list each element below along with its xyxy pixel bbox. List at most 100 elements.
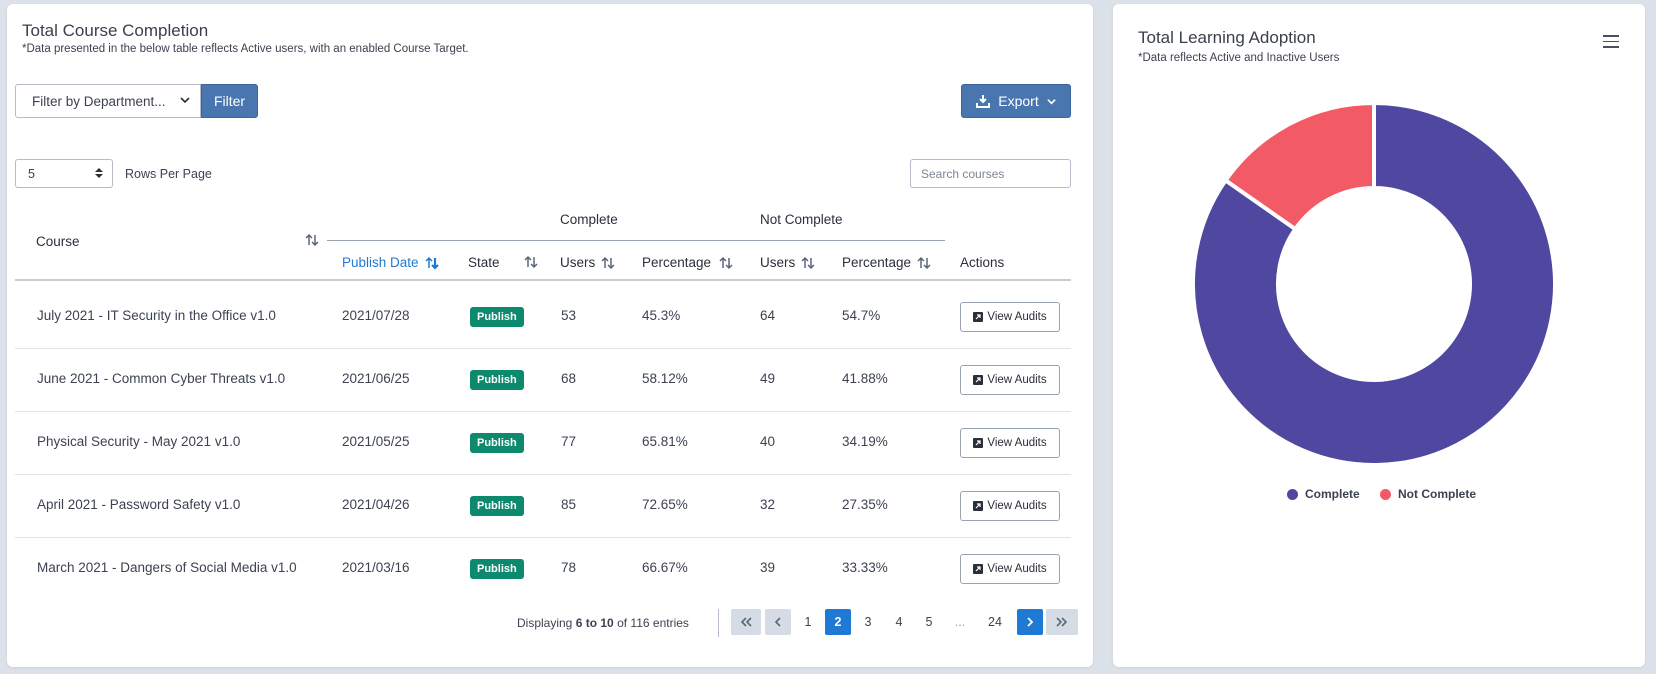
page-button[interactable]: 1 (804, 615, 812, 629)
row-publish-date: 2021/07/28 (342, 308, 410, 323)
sort-desc-icon (425, 256, 439, 270)
sort-icon (801, 256, 815, 269)
export-button[interactable]: Export (961, 84, 1071, 118)
view-audits-label: View Audits (987, 500, 1047, 512)
course-completion-subtitle: *Data presented in the below table refle… (22, 43, 469, 55)
row-complete-pct: 72.65% (642, 497, 688, 512)
status-badge: Publish (470, 307, 524, 327)
donut-slice-not-complete[interactable] (1222, 102, 1376, 232)
legend-dot-not-complete (1380, 488, 1391, 500)
col-state-header[interactable]: State (468, 255, 500, 270)
view-audits-button[interactable]: View Audits (960, 491, 1060, 521)
view-audits-label: View Audits (987, 374, 1047, 386)
col-state-label: State (468, 255, 500, 270)
row-not-complete-pct: 34.19% (842, 434, 888, 449)
prev-page-button[interactable] (765, 609, 791, 635)
row-not-complete-pct: 41.88% (842, 371, 888, 386)
complete-group-header: Complete (560, 212, 618, 227)
row-not-complete-users: 40 (760, 434, 776, 449)
learning-adoption-donut-chart (1192, 102, 1556, 466)
row-publish-date: 2021/05/25 (342, 434, 410, 449)
legend-dot-complete (1287, 488, 1298, 500)
col-publish-date-header[interactable]: Publish Date (342, 255, 439, 270)
sort-icon[interactable] (524, 255, 538, 269)
row-divider (15, 537, 1071, 538)
row-complete-users: 78 (561, 560, 577, 575)
col-course-header[interactable]: Course (36, 234, 80, 249)
export-label: Export (998, 93, 1039, 109)
col-not-complete-users-label: Users (760, 255, 796, 270)
learning-adoption-subtitle: *Data reflects Active and Inactive Users (1138, 52, 1340, 64)
col-complete-users-header[interactable]: Users (560, 255, 615, 270)
last-page-button[interactable] (1046, 609, 1078, 635)
sort-icon[interactable] (305, 233, 319, 247)
page-ellipsis: ... (954, 615, 966, 629)
status-badge: Publish (470, 433, 524, 453)
table-header-rule (15, 279, 1071, 281)
row-divider (15, 474, 1071, 475)
legend-label-complete: Complete (1305, 487, 1360, 501)
col-not-complete-pct-header[interactable]: Percentage (842, 255, 931, 270)
row-not-complete-users: 49 (760, 371, 776, 386)
next-page-button[interactable] (1017, 609, 1043, 635)
row-not-complete-pct: 54.7% (842, 308, 881, 323)
col-not-complete-users-header[interactable]: Users (760, 255, 815, 270)
row-complete-users: 53 (561, 308, 577, 323)
search-courses-input[interactable] (910, 159, 1071, 188)
course-completion-title: Total Course Completion (22, 21, 209, 40)
row-publish-date: 2021/04/26 (342, 497, 410, 512)
pagination-divider (718, 609, 719, 637)
legend-item-complete[interactable]: Complete (1287, 487, 1360, 501)
view-audits-label: View Audits (987, 437, 1047, 449)
rows-per-page-value: 5 (28, 166, 35, 181)
chevron-right-icon (1027, 617, 1034, 627)
row-complete-users: 85 (561, 497, 577, 512)
view-audits-label: View Audits (987, 311, 1047, 323)
view-audits-button[interactable]: View Audits (960, 365, 1060, 395)
row-course-name: July 2021 - IT Security in the Office v1… (37, 308, 276, 323)
col-complete-pct-label: Percentage (642, 255, 712, 270)
row-complete-pct: 66.67% (642, 560, 688, 575)
download-icon (976, 95, 991, 108)
row-not-complete-users: 32 (760, 497, 776, 512)
donut-slice-complete[interactable] (1192, 102, 1556, 466)
view-audits-button[interactable]: View Audits (960, 302, 1060, 332)
pagination-suffix: entries (652, 616, 689, 630)
page-button[interactable]: 3 (864, 615, 872, 629)
chevron-down-icon (1047, 98, 1056, 104)
menu-icon[interactable] (1603, 35, 1619, 52)
row-divider (15, 348, 1071, 349)
legend-label-not-complete: Not Complete (1398, 487, 1476, 501)
row-complete-pct: 58.12% (642, 371, 688, 386)
view-audits-label: View Audits (987, 563, 1047, 575)
row-complete-users: 68 (561, 371, 577, 386)
page-button-current[interactable]: 2 (825, 609, 851, 635)
legend-item-not-complete[interactable]: Not Complete (1380, 487, 1476, 501)
view-audits-button[interactable]: View Audits (960, 428, 1060, 458)
rows-per-page-label: Rows Per Page (125, 167, 212, 181)
external-link-icon (973, 312, 984, 322)
pagination-total: 116 (630, 616, 650, 630)
row-not-complete-pct: 27.35% (842, 497, 888, 512)
pagination-prefix: Displaying (517, 616, 573, 630)
page-button[interactable]: 24 (988, 615, 1002, 629)
status-badge: Publish (470, 559, 524, 579)
rows-per-page-select[interactable]: 5 (15, 159, 113, 188)
col-course-label: Course (36, 234, 80, 249)
col-publish-date-label: Publish Date (342, 255, 419, 270)
department-filter-select[interactable]: Filter by Department... (15, 84, 201, 118)
double-chevron-right-icon (1056, 617, 1068, 627)
row-course-name: April 2021 - Password Safety v1.0 (37, 497, 241, 512)
double-chevron-left-icon (740, 617, 752, 627)
department-filter-value: Filter by Department... (32, 93, 166, 109)
header-group-divider (327, 240, 945, 241)
row-course-name: Physical Security - May 2021 v1.0 (37, 434, 241, 449)
view-audits-button[interactable]: View Audits (960, 554, 1060, 584)
col-complete-pct-header[interactable]: Percentage (642, 255, 733, 270)
sort-icon (719, 256, 733, 269)
filter-button[interactable]: Filter (201, 84, 258, 118)
page-button[interactable]: 4 (895, 615, 903, 629)
first-page-button[interactable] (731, 609, 761, 635)
page-button[interactable]: 5 (925, 615, 933, 629)
row-not-complete-users: 64 (760, 308, 776, 323)
